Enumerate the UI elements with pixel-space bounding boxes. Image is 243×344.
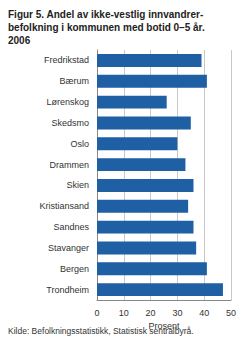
svg-text:Lørenskog: Lørenskog bbox=[46, 97, 89, 107]
svg-text:Stavanger: Stavanger bbox=[48, 243, 89, 253]
svg-text:Bærum: Bærum bbox=[59, 76, 89, 86]
svg-text:Kilde: Befolkningsstatistikk,: Kilde: Befolkningsstatistikk, Statistisk… bbox=[8, 326, 194, 336]
svg-text:0: 0 bbox=[94, 308, 99, 318]
svg-text:Fredrikstad: Fredrikstad bbox=[44, 55, 89, 65]
svg-text:Trondheim: Trondheim bbox=[46, 285, 89, 295]
svg-text:50: 50 bbox=[226, 308, 236, 318]
svg-text:Drammen: Drammen bbox=[49, 160, 89, 170]
svg-text:Figur 5. Andel av ikke-vestlig: Figur 5. Andel av ikke-vestlig innvandre… bbox=[8, 9, 203, 20]
svg-text:40: 40 bbox=[199, 308, 209, 318]
svg-text:Skien: Skien bbox=[66, 180, 89, 190]
svg-text:20: 20 bbox=[146, 308, 156, 318]
svg-text:Oslo: Oslo bbox=[70, 139, 89, 149]
svg-text:Kristiansand: Kristiansand bbox=[39, 201, 89, 211]
svg-text:Bergen: Bergen bbox=[60, 264, 89, 274]
svg-text:Skedsmo: Skedsmo bbox=[51, 118, 89, 128]
svg-text:befolkning i kommunen med boti: befolkning i kommunen med botid 0–5 år. bbox=[8, 22, 205, 33]
svg-text:Sandnes: Sandnes bbox=[53, 222, 89, 232]
svg-text:30: 30 bbox=[172, 308, 182, 318]
svg-text:10: 10 bbox=[119, 308, 129, 318]
svg-text:2006: 2006 bbox=[8, 35, 31, 46]
